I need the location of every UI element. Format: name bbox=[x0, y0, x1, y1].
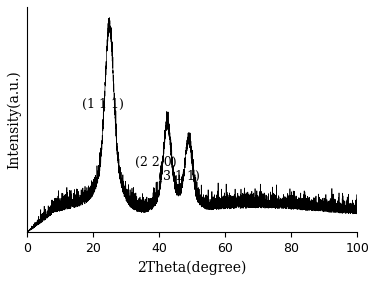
Text: (1 1 1): (1 1 1) bbox=[82, 98, 124, 111]
X-axis label: 2Theta(degree): 2Theta(degree) bbox=[137, 261, 247, 275]
Y-axis label: Intensity(a.u.): Intensity(a.u.) bbox=[7, 70, 21, 169]
Text: (3 1 1): (3 1 1) bbox=[158, 170, 200, 183]
Text: (2 2 0): (2 2 0) bbox=[135, 156, 176, 169]
